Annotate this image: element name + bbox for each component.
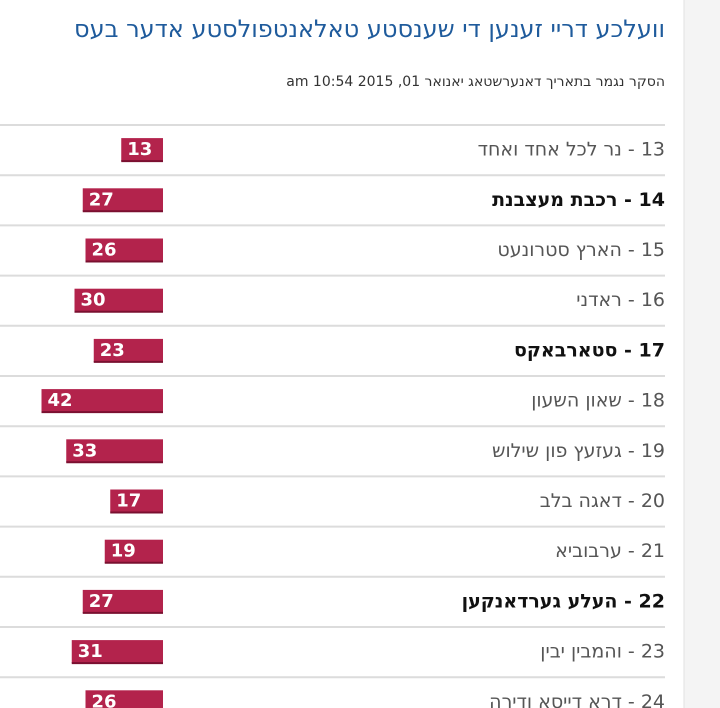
value-label: 26 (92, 691, 117, 708)
bar (66, 439, 163, 463)
category-label: 24 - דרא דייסא ודירה (489, 691, 665, 708)
bar (85, 238, 163, 262)
value-label: 31 (78, 641, 103, 662)
bar (104, 539, 163, 563)
bar (71, 640, 163, 664)
category-label: 21 - ערבוביא (555, 540, 665, 562)
bar (85, 690, 163, 708)
side-panel (684, 0, 720, 708)
chart-title: וועלכע דריי זענען די שענסטע טאלאנטפולסטע… (74, 15, 665, 43)
category-label: 19 - געזעץ פון שילוש (492, 440, 665, 462)
value-label: 17 (116, 491, 141, 512)
category-label: 20 - דאגה בלב (540, 490, 665, 512)
category-label: 14 - רכבת מעצבנת (492, 189, 665, 211)
bar (110, 489, 163, 513)
value-label: 27 (89, 591, 114, 612)
bar (41, 389, 163, 413)
category-label: 23 - והמבין יבין (540, 641, 665, 663)
value-label: 42 (48, 390, 73, 411)
value-label: 19 (111, 541, 136, 562)
value-label: 33 (72, 440, 97, 461)
bar (93, 338, 163, 362)
category-label: 13 - נר לכל אחד ואחד (478, 139, 665, 161)
category-label: 15 - הארץ סטרונעט (497, 239, 665, 261)
chart-subtitle: הסקר נגמר בתאריך דאנערשטאג יאנואר 01, 20… (286, 74, 665, 90)
value-label: 26 (92, 240, 117, 261)
bar (121, 138, 163, 162)
bar (74, 288, 163, 312)
category-label: 18 - שאון השעון (531, 390, 665, 412)
value-label: 13 (127, 139, 152, 160)
value-label: 23 (100, 340, 125, 361)
category-label: 17 - סטארבאקס (514, 339, 665, 361)
value-label: 30 (81, 290, 106, 311)
bar (82, 589, 163, 613)
bar (82, 188, 163, 212)
category-label: 16 - ראדני (576, 289, 665, 311)
value-label: 27 (89, 189, 114, 210)
category-label: 22 - העלע גערדאנקען (462, 590, 665, 612)
